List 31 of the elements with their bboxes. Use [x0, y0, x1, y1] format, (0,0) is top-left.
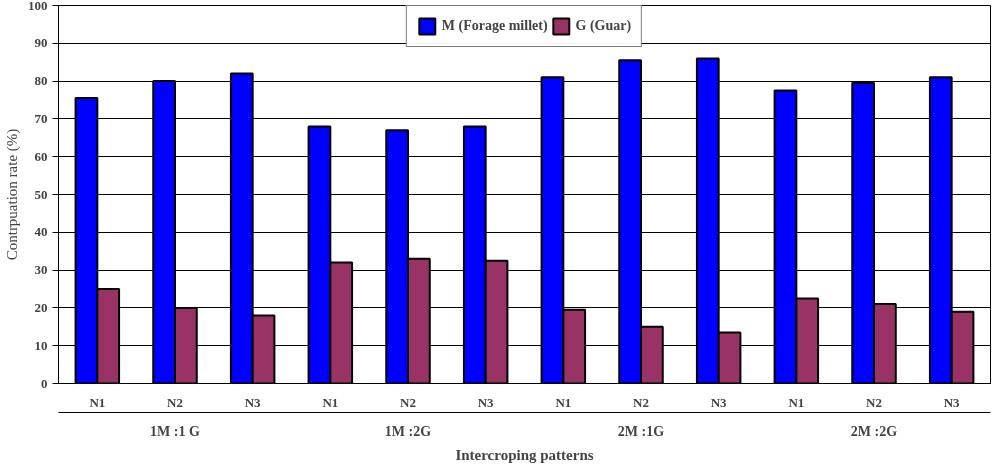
y-tick-label: 80 [34, 73, 48, 89]
x-tick-label: N3 [710, 394, 728, 410]
y-tick-label: 70 [34, 110, 48, 126]
x-tick-label: N1 [555, 394, 572, 410]
legend-label: M (Forage millet) [441, 18, 548, 34]
y-tick-label: 10 [34, 337, 48, 353]
x-tick-label: N2 [866, 394, 882, 410]
x-tick-label: N3 [943, 394, 961, 410]
x-tick-label: N2 [400, 394, 416, 410]
x-tick-label: N3 [477, 394, 495, 410]
x-tick-label: N1 [89, 394, 106, 410]
x-tick-label: N2 [633, 394, 649, 410]
x-tick-label: N1 [322, 394, 339, 410]
text: 2M :2G [850, 423, 898, 439]
x-tick-label: N2 [167, 394, 183, 410]
x-tick-label: N3 [244, 394, 262, 410]
y-tick-label: 30 [34, 262, 48, 278]
y-axis-title: Contrpuation rate (%) [4, 128, 21, 261]
y-tick-label: 60 [34, 148, 48, 164]
y-tick-label: 90 [34, 35, 48, 51]
y-tick-label: 0 [41, 375, 48, 391]
text: 1M :1 G [150, 423, 200, 439]
y-tick-label: 40 [34, 224, 48, 240]
y-tick-label: 100 [28, 0, 48, 13]
text: 1M :2G [384, 423, 432, 439]
y-tick-label: 20 [34, 299, 48, 315]
legend-label: G (Guar) [575, 18, 632, 34]
x-tick-label: N1 [788, 394, 805, 410]
text: 2M :1G [617, 423, 665, 439]
y-tick-label: 50 [34, 186, 48, 202]
x-axis-title: Intercroping patterns [455, 446, 594, 463]
